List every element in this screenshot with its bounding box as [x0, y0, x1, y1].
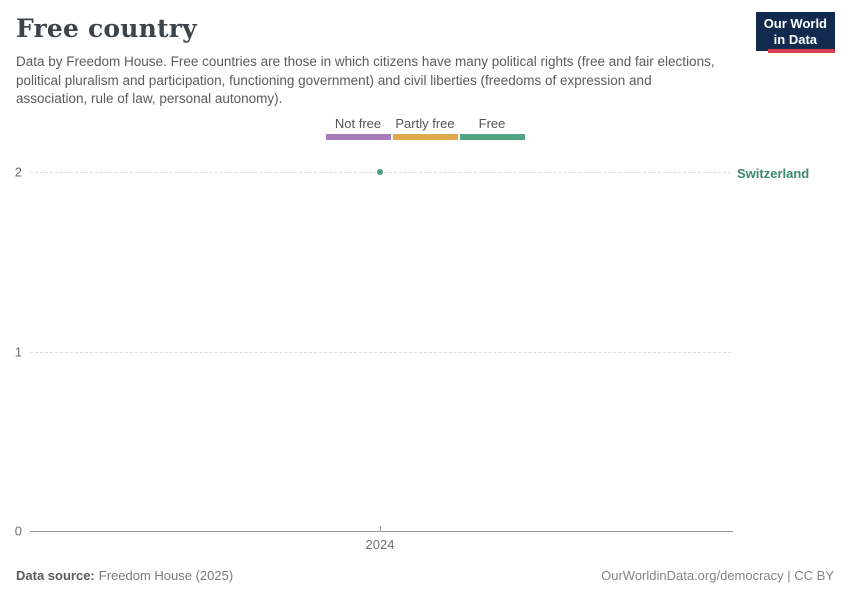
owid-logo[interactable]: Our World in Data: [755, 12, 835, 51]
legend-swatch-not-free: [325, 134, 391, 140]
y-axis-tick-1: 1: [14, 344, 22, 360]
legend-swatch-free: [459, 134, 525, 140]
owid-logo-line2: in Data: [773, 32, 818, 47]
y-axis-tick-2: 2: [14, 164, 22, 180]
entity-label-switzerland[interactable]: Switzerland: [737, 166, 810, 181]
chart-subtitle: Data by Freedom House. Free countries ar…: [16, 54, 715, 106]
y-axis-tick-0: 0: [14, 523, 22, 539]
legend-item-partly-free[interactable]: Partly free: [392, 116, 458, 140]
data-source-value: Freedom House (2025): [98, 568, 234, 583]
legend: Not free Partly free Free: [0, 116, 850, 140]
owid-logo-accent-bar: [768, 49, 835, 53]
legend-label: Not free: [334, 116, 382, 131]
legend-label: Free: [478, 116, 506, 131]
data-source: Data source: Freedom House (2025): [16, 568, 233, 583]
owid-logo-line1: Our World: [763, 16, 827, 31]
data-source-label: Data source:: [16, 568, 95, 583]
x-axis-line: [30, 531, 733, 532]
legend-label: Partly free: [395, 116, 455, 131]
gridline-y1: [30, 352, 731, 353]
legend-item-not-free[interactable]: Not free: [325, 116, 391, 140]
chart-footer: Data source: Freedom House (2025) OurWorl…: [16, 568, 834, 583]
legend-swatch-partly-free: [392, 134, 458, 140]
x-axis-tickmark-2024: [380, 526, 381, 531]
x-axis-label-2024: 2024: [365, 537, 395, 552]
legend-item-free[interactable]: Free: [459, 116, 525, 140]
data-point-switzerland-2024[interactable]: [377, 169, 383, 175]
credit-link[interactable]: OurWorldinData.org/democracy | CC BY: [601, 568, 834, 583]
page-title: Free country: [16, 14, 197, 43]
